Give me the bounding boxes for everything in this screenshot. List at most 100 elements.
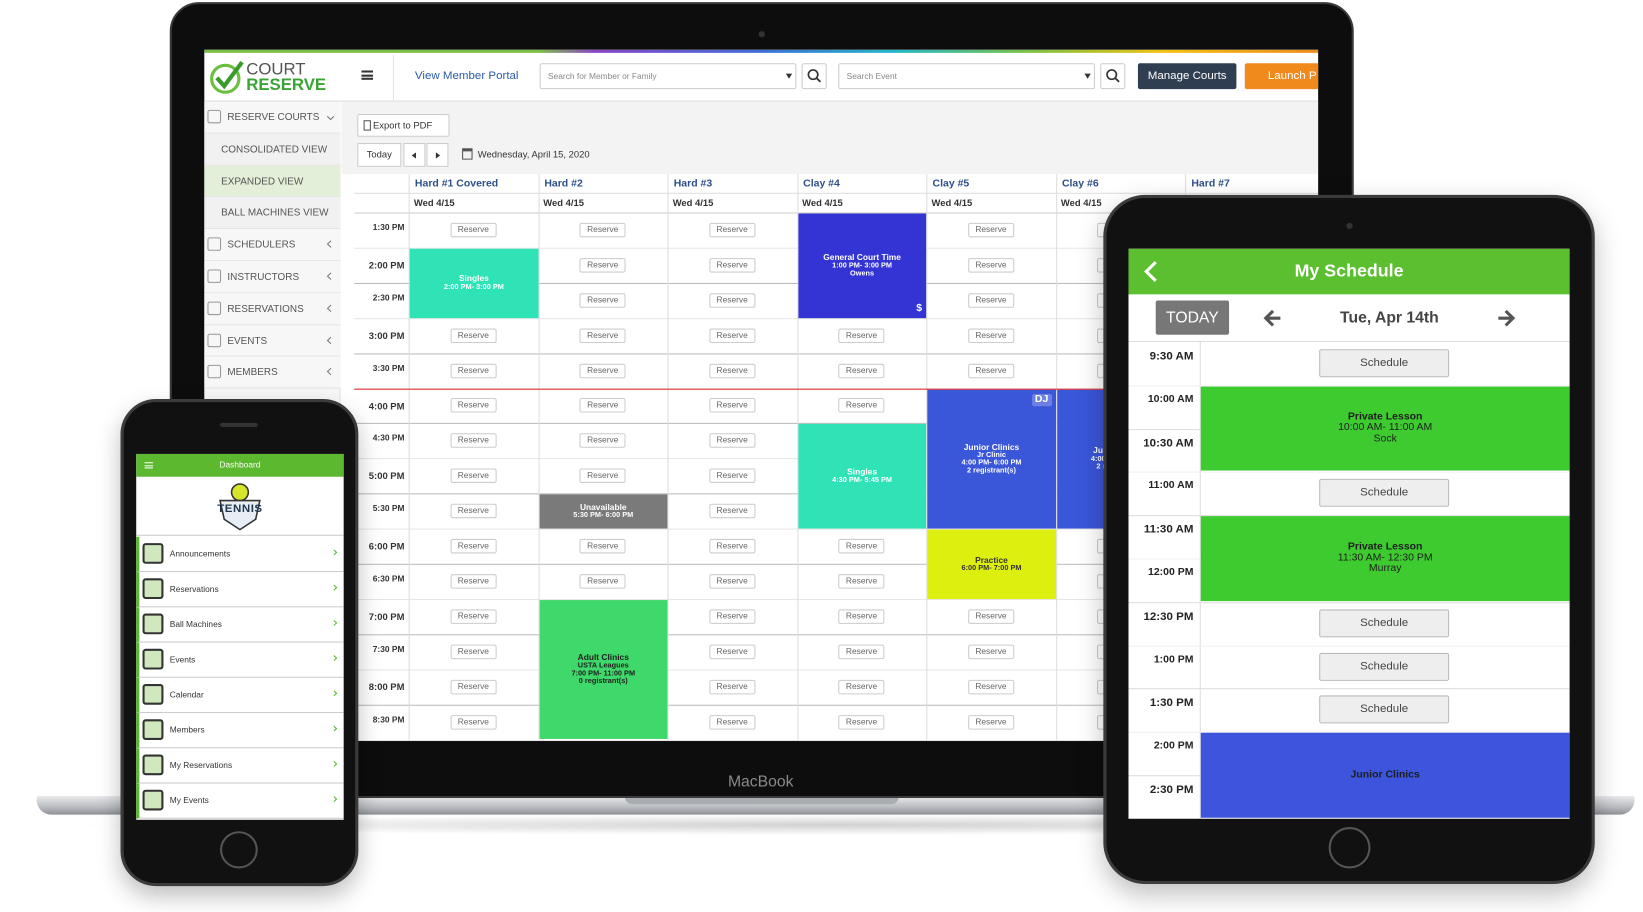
reserve-button[interactable]: Reserve	[579, 538, 626, 554]
event-block[interactable]: Adult Clinics USTA Leagues 7:00 PM- 11:00 …	[539, 599, 668, 740]
prev-button[interactable]	[403, 143, 426, 167]
reserve-button[interactable]: Reserve	[709, 609, 756, 624]
sidebar-item[interactable]: EXPANDED VIEW	[204, 165, 341, 198]
export-button[interactable]: Export to PDF	[357, 114, 450, 137]
reserve-button[interactable]: Reserve	[709, 328, 756, 343]
reserve-button[interactable]: Reserve	[579, 293, 626, 308]
sidebar-item[interactable]: INSTRUCTORS	[204, 261, 341, 294]
menu-item[interactable]: Reservations	[136, 572, 344, 608]
event-block[interactable]: Junior Clinics	[1200, 732, 1570, 818]
event-block[interactable]: Private Lesson 11:30 AM- 12:30 PM Murray	[1200, 516, 1570, 601]
reserve-button[interactable]: Reserve	[709, 574, 756, 589]
reserve-button[interactable]: Reserve	[709, 468, 756, 484]
launch-button[interactable]: Launch P	[1244, 63, 1319, 90]
reserve-button[interactable]: Reserve	[579, 328, 626, 343]
event-search[interactable]: Search Event	[838, 63, 1095, 90]
reserve-button[interactable]: Reserve	[967, 679, 1015, 695]
reserve-button[interactable]: Reserve	[709, 398, 756, 413]
reserve-button[interactable]: Reserve	[709, 714, 756, 730]
menu-item[interactable]: Ball Machines	[136, 607, 344, 643]
member-search[interactable]: Search for Member or Family	[539, 63, 797, 90]
reserve-button[interactable]: Reserve	[450, 679, 497, 695]
event-block[interactable]: Singles 4:30 PM- 5:45 PM	[797, 424, 927, 529]
reserve-button[interactable]: Reserve	[967, 293, 1015, 308]
sidebar-item[interactable]: BALL MACHINES VIEW	[204, 197, 341, 230]
menu-toggle[interactable]	[361, 70, 374, 80]
reserve-button[interactable]: Reserve	[579, 574, 626, 589]
menu-item[interactable]: My Reservations	[136, 748, 344, 784]
reserve-button[interactable]: Reserve	[838, 679, 885, 695]
reserve-button[interactable]: Reserve	[838, 398, 885, 413]
next-button[interactable]	[426, 143, 449, 167]
reserve-button[interactable]: Reserve	[579, 433, 626, 449]
event-block[interactable]: Practice 6:00 PM- 7:00 PM	[927, 529, 1056, 599]
reserve-button[interactable]: Reserve	[709, 433, 756, 449]
reserve-button[interactable]: Reserve	[450, 433, 497, 449]
sidebar-item[interactable]: MEMBERS	[204, 356, 341, 389]
reserve-button[interactable]: Reserve	[838, 363, 885, 378]
menu-item[interactable]: Announcements	[136, 536, 344, 573]
reserve-button[interactable]: Reserve	[967, 644, 1015, 659]
reserve-button[interactable]: Reserve	[838, 328, 885, 343]
reserve-button[interactable]: Reserve	[709, 644, 756, 659]
reserve-button[interactable]: Reserve	[579, 222, 626, 238]
event-block[interactable]: Singles 2:00 PM- 3:00 PM	[409, 248, 539, 318]
reserve-button[interactable]: Reserve	[709, 257, 756, 273]
reserve-button[interactable]: Reserve	[967, 609, 1015, 624]
sidebar-item[interactable]: CONSOLIDATED VIEW	[204, 133, 341, 166]
reserve-button[interactable]: Reserve	[838, 644, 885, 659]
reserve-button[interactable]: Reserve	[450, 609, 497, 624]
reserve-button[interactable]: Reserve	[838, 574, 885, 589]
next-day[interactable]	[1495, 308, 1516, 329]
event-block[interactable]: Junior Clinics Jr Clinic 4:00 PM- 6:00 PM 2…	[927, 389, 1056, 529]
today-button[interactable]: Today	[357, 143, 402, 167]
event-block[interactable]: General Court Time 1:00 PM- 3:00 PM Owens $	[797, 213, 927, 318]
reserve-button[interactable]: Reserve	[579, 398, 626, 413]
prev-day[interactable]	[1263, 308, 1284, 329]
schedule-button[interactable]: Schedule	[1319, 609, 1450, 638]
member-portal-link[interactable]: View Member Portal	[414, 69, 519, 82]
reserve-button[interactable]: Reserve	[709, 679, 756, 695]
reserve-button[interactable]: Reserve	[450, 363, 497, 378]
calendar-icon[interactable]	[462, 148, 473, 160]
schedule-button[interactable]: Schedule	[1319, 349, 1450, 378]
reserve-button[interactable]: Reserve	[450, 644, 497, 659]
today-button[interactable]: TODAY	[1155, 300, 1230, 335]
reserve-button[interactable]: Reserve	[579, 468, 626, 484]
reserve-button[interactable]: Reserve	[579, 257, 626, 273]
event-search-button[interactable]	[1100, 63, 1126, 90]
event-block[interactable]: Private Lesson 10:00 AM- 11:00 AM Sock	[1200, 386, 1570, 471]
reserve-button[interactable]: Reserve	[450, 222, 497, 238]
menu-item[interactable]: My Events	[136, 783, 344, 819]
schedule-button[interactable]: Schedule	[1319, 695, 1450, 724]
reserve-button[interactable]: Reserve	[579, 363, 626, 378]
sidebar-item[interactable]: SCHEDULERS	[204, 229, 341, 262]
reserve-button[interactable]: Reserve	[450, 574, 497, 589]
reserve-button[interactable]: Reserve	[450, 328, 497, 343]
reserve-button[interactable]: Reserve	[838, 609, 885, 624]
schedule-button[interactable]: Schedule	[1319, 652, 1450, 681]
reserve-button[interactable]: Reserve	[967, 222, 1015, 238]
reserve-button[interactable]: Reserve	[450, 714, 497, 730]
member-search-button[interactable]	[801, 63, 827, 90]
reserve-button[interactable]: Reserve	[709, 363, 756, 378]
sidebar-item[interactable]: EVENTS	[204, 325, 341, 357]
event-block[interactable]: Unavailable 5:30 PM- 6:00 PM	[539, 494, 668, 529]
reserve-button[interactable]: Reserve	[709, 222, 756, 238]
reserve-button[interactable]: Reserve	[709, 503, 756, 519]
phone-menu-toggle[interactable]	[144, 462, 153, 469]
reserve-button[interactable]: Reserve	[709, 538, 756, 554]
reserve-button[interactable]: Reserve	[450, 398, 497, 413]
reserve-button[interactable]: Reserve	[967, 714, 1015, 730]
menu-item[interactable]: Events	[136, 642, 344, 678]
schedule-button[interactable]: Schedule	[1319, 479, 1450, 508]
reserve-button[interactable]: Reserve	[967, 328, 1015, 343]
reserve-button[interactable]: Reserve	[967, 257, 1015, 273]
reserve-button[interactable]: Reserve	[838, 538, 885, 554]
back-button[interactable]	[1141, 259, 1162, 284]
menu-item[interactable]: Members	[136, 713, 344, 749]
menu-item[interactable]: Calendar	[136, 677, 344, 714]
reserve-button[interactable]: Reserve	[967, 363, 1015, 378]
reserve-button[interactable]: Reserve	[450, 538, 497, 554]
reserve-button[interactable]: Reserve	[838, 714, 885, 730]
